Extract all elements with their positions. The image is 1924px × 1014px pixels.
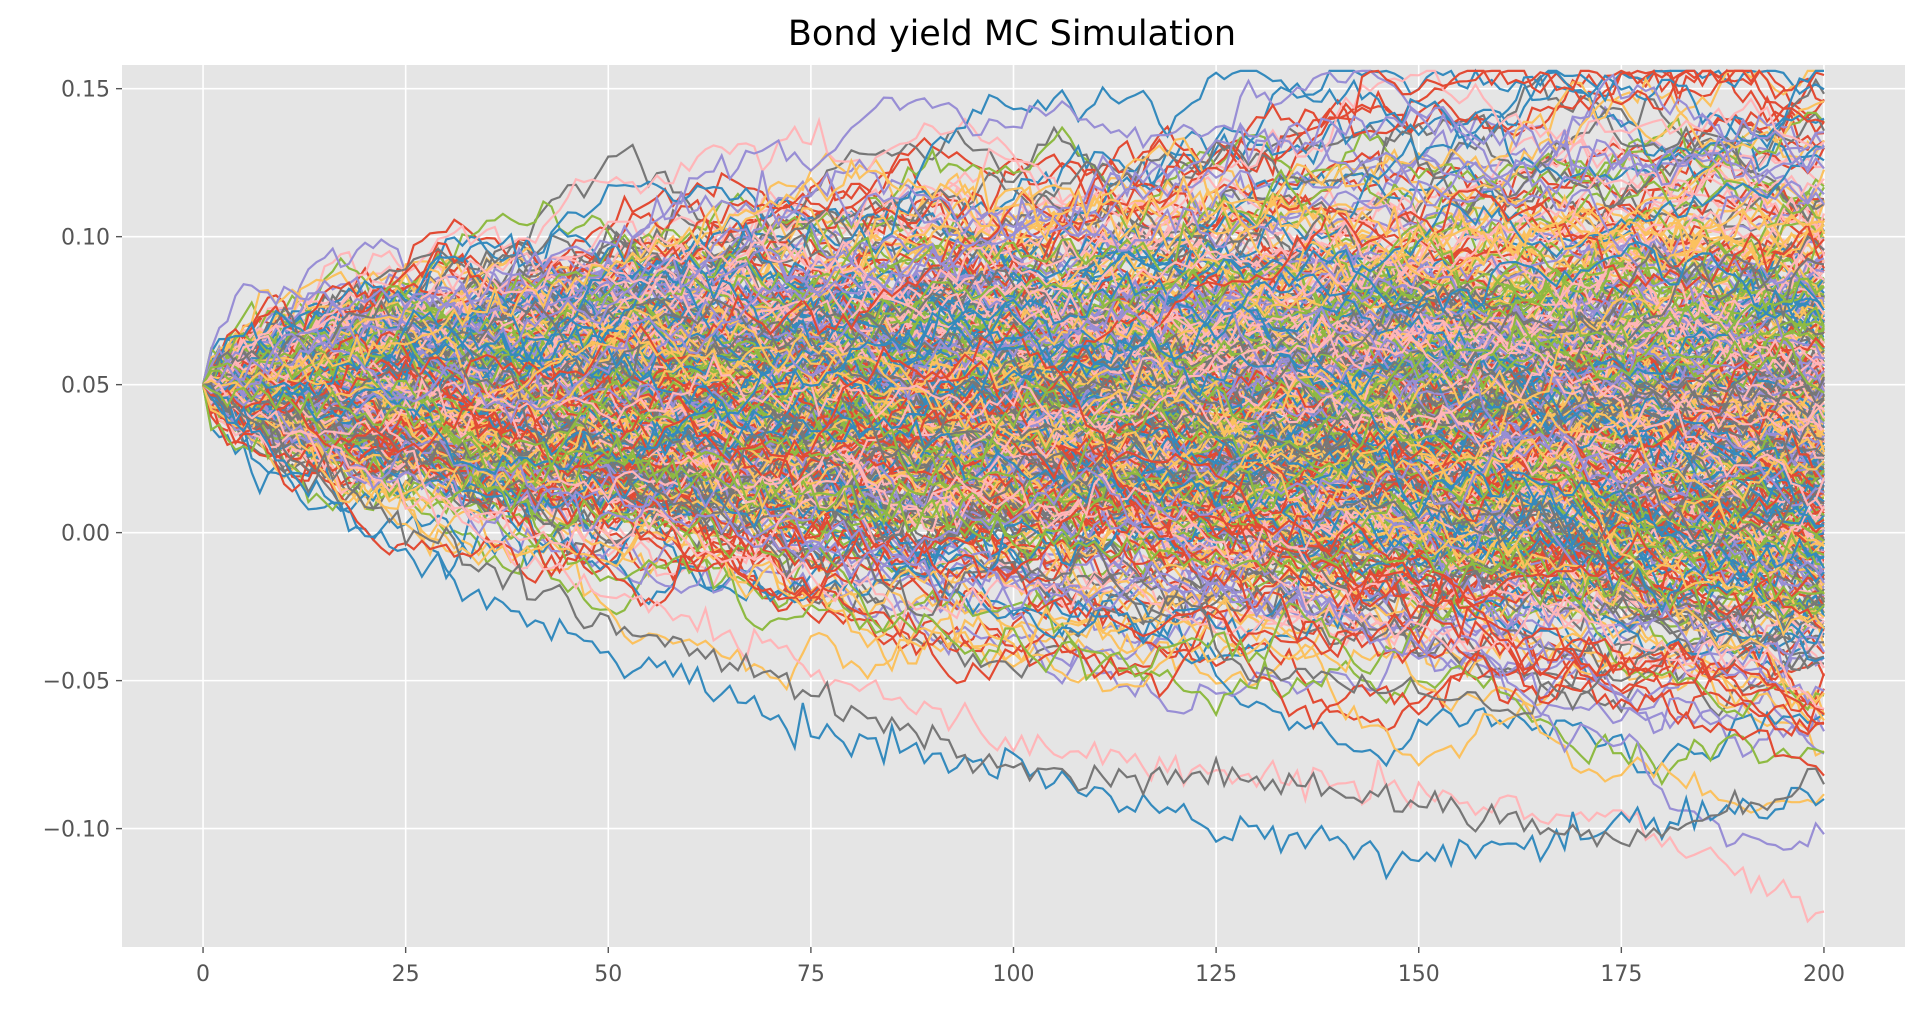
x-tick-label: 150 — [1398, 962, 1440, 987]
y-tick-label: 0.05 — [61, 374, 110, 399]
y-axis: 0.15 0.10 0.05 0.00 −0.05 −0.10 — [43, 78, 122, 843]
simulation-path — [201, 282, 1825, 507]
simulation-path — [202, 218, 1826, 493]
simulation-path — [202, 383, 1826, 663]
x-axis: 0 25 50 75 100 125 150 175 200 — [196, 947, 1845, 987]
simulation-path — [202, 377, 1825, 716]
simulation-path — [202, 374, 1825, 851]
x-tick-label: 175 — [1600, 962, 1642, 987]
series-group — [201, 68, 1826, 924]
simulation-path — [202, 234, 1825, 487]
simulation-path — [202, 352, 1825, 645]
simulation-path-extreme — [202, 383, 1825, 618]
simulation-path — [201, 223, 1825, 503]
x-tick-label: 125 — [1195, 962, 1237, 987]
y-tick-label: −0.10 — [43, 818, 110, 843]
simulation-path-extreme — [202, 157, 1825, 391]
x-tick-label: 200 — [1803, 962, 1845, 987]
simulation-path — [202, 349, 1825, 710]
simulation-path — [202, 309, 1825, 583]
simulation-path — [202, 299, 1825, 584]
x-tick-label: 25 — [392, 962, 420, 987]
simulation-path-extreme — [202, 107, 1825, 387]
x-tick-label: 100 — [993, 962, 1035, 987]
simulation-path — [202, 324, 1825, 521]
simulation-path — [202, 241, 1825, 440]
simulation-path — [202, 69, 1824, 400]
simulation-path — [202, 69, 1825, 392]
simulation-path — [202, 322, 1825, 710]
simulation-path — [201, 138, 1825, 385]
simulation-path — [201, 325, 1825, 540]
simulation-path — [202, 196, 1826, 407]
simulation-path-extreme — [202, 382, 1825, 849]
y-tick-label: 0.15 — [61, 78, 110, 103]
chart-title: Bond yield MC Simulation — [788, 14, 1236, 54]
x-tick-label: 75 — [797, 962, 825, 987]
simulation-path — [202, 354, 1825, 564]
simulation-path — [202, 73, 1825, 425]
simulation-path-extreme — [202, 383, 1825, 881]
simulation-path — [202, 277, 1825, 526]
simulation-path — [202, 290, 1825, 454]
simulation-path — [202, 316, 1825, 584]
simulation-path — [202, 383, 1825, 717]
simulation-path — [202, 322, 1825, 725]
simulation-path — [202, 370, 1825, 561]
simulation-path — [202, 114, 1825, 402]
simulation-path — [202, 234, 1826, 405]
x-tick-label: 50 — [594, 962, 622, 987]
simulation-path — [202, 69, 1824, 386]
y-tick-label: 0.00 — [61, 522, 110, 547]
simulation-path — [202, 125, 1825, 422]
simulation-path-extreme — [202, 382, 1825, 924]
simulation-path — [201, 69, 1825, 386]
y-tick-label: 0.10 — [61, 226, 110, 251]
simulation-path — [202, 333, 1826, 507]
y-tick-label: −0.05 — [43, 670, 110, 695]
x-tick-label: 0 — [196, 962, 210, 987]
simulation-path — [202, 329, 1825, 503]
simulation-path — [202, 366, 1825, 550]
